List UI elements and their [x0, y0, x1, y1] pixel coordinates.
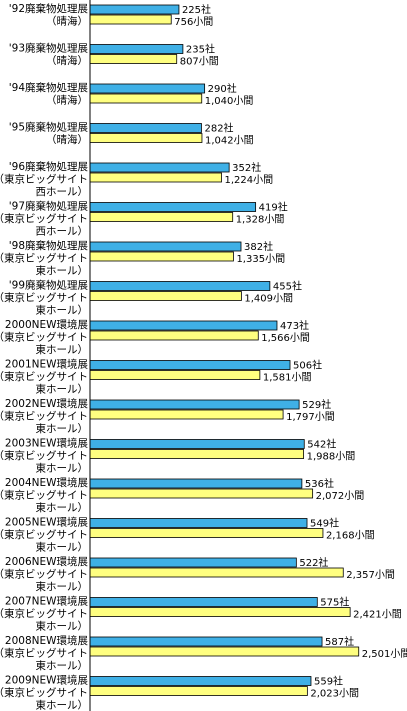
value-label-booths: 1,335小間 [236, 253, 285, 265]
value-label-companies: 506社 [293, 359, 322, 372]
category-label: 2005NEW環境展（東京ビッグサイト東ホール） [0, 516, 88, 554]
value-label-booths: 1,988小間 [307, 451, 356, 463]
bar-booths [89, 646, 360, 657]
value-label-companies: 290社 [208, 82, 237, 95]
category-label: '99廃棄物処理展（東京ビッグサイト東ホール） [0, 279, 88, 317]
value-label-booths: 756小間 [174, 16, 213, 28]
bar-companies [89, 162, 230, 173]
bar-companies [89, 557, 297, 568]
value-label-companies: 473社 [280, 319, 309, 332]
category-label: 2000NEW環境展（東京ビッグサイト東ホール） [0, 318, 88, 356]
value-label-companies: 587社 [325, 635, 354, 648]
value-label-companies: 455社 [273, 280, 302, 293]
bar-companies [89, 478, 303, 489]
bar-companies [89, 676, 312, 686]
category-label: '94廃棄物処理展（晴海） [9, 81, 89, 107]
bar-booths [89, 133, 203, 143]
bar-companies [89, 281, 271, 291]
bar-booths [89, 54, 178, 64]
bar-booths [89, 607, 351, 617]
bar-booths [89, 14, 172, 25]
bar-booths [89, 370, 261, 380]
bar-booths [89, 409, 284, 420]
value-label-booths: 2,023小間 [310, 688, 359, 700]
value-label-booths: 1,224小間 [225, 174, 274, 186]
value-label-booths: 2,168小間 [326, 530, 375, 542]
category-label: '97廃棄物処理展（東京ビッグサイト西ホール） [0, 200, 88, 238]
category-label: '95廃棄物処理展（晴海） [9, 121, 89, 147]
bar-companies [89, 4, 180, 15]
bar-companies [89, 202, 257, 212]
bar-companies [89, 241, 242, 252]
value-label-companies: 559社 [314, 675, 343, 688]
value-label-booths: 2,501小間 [362, 648, 407, 660]
bar-booths [89, 251, 234, 262]
bar-booths [89, 172, 222, 183]
bar-booths [89, 212, 234, 222]
bar-booths [89, 330, 259, 341]
category-label: '96廃棄物処理展（東京ビッグサイト西ホール） [0, 160, 88, 198]
value-label-companies: 225社 [182, 3, 211, 16]
bar-booths [89, 291, 242, 301]
value-label-companies: 549社 [310, 517, 339, 530]
bar-companies [89, 83, 206, 94]
value-label-booths: 2,421小間 [353, 609, 402, 621]
value-label-booths: 1,581小間 [263, 372, 312, 384]
value-label-companies: 419社 [259, 201, 288, 214]
bar-companies [89, 123, 202, 133]
bar-companies [89, 439, 305, 449]
bar-companies [89, 597, 318, 607]
value-label-companies: 542社 [307, 438, 336, 451]
value-label-booths: 1,797小間 [286, 411, 335, 423]
bar-companies [89, 320, 278, 331]
bar-booths [89, 567, 344, 578]
value-label-companies: 352社 [232, 161, 261, 174]
category-label: 2002NEW環境展（東京ビッグサイト東ホール） [0, 397, 88, 435]
value-label-booths: 2,357小間 [346, 569, 395, 581]
value-label-companies: 235社 [186, 43, 215, 56]
bar-booths [89, 686, 308, 696]
category-label: '98廃棄物処理展（東京ビッグサイト東ホール） [0, 239, 88, 277]
category-label: 2008NEW環境展（東京ビッグサイト東ホール） [0, 634, 88, 672]
value-label-booths: 1,328小間 [236, 214, 285, 226]
bar-companies [89, 518, 308, 528]
value-label-booths: 1,042小間 [205, 135, 254, 147]
value-label-companies: 575社 [320, 596, 349, 609]
bar-companies [89, 44, 184, 54]
bar-companies [89, 399, 300, 410]
value-label-booths: 807小間 [180, 56, 219, 68]
bar-booths [89, 449, 305, 459]
value-label-booths: 1,409小間 [244, 293, 293, 305]
value-label-companies: 536社 [305, 477, 334, 490]
value-label-companies: 529社 [302, 398, 331, 411]
bar-companies [89, 636, 323, 647]
value-label-booths: 2,072小間 [316, 490, 365, 502]
category-label: 2004NEW環境展（東京ビッグサイト東ホール） [0, 476, 88, 514]
bar-booths [89, 488, 314, 499]
value-label-companies: 522社 [299, 556, 328, 569]
value-label-companies: 382社 [244, 240, 273, 253]
category-label: '92廃棄物処理展（晴海） [9, 2, 89, 28]
category-label: 2009NEW環境展（東京ビッグサイト東ホール） [0, 674, 88, 711]
category-label: 2001NEW環境展（東京ビッグサイト東ホール） [0, 358, 88, 396]
bar-booths [89, 528, 324, 538]
bar-companies [89, 360, 291, 370]
value-label-companies: 282社 [204, 122, 233, 135]
category-label: '93廃棄物処理展（晴海） [9, 42, 89, 68]
category-label: 2006NEW環境展（東京ビッグサイト東ホール） [0, 555, 88, 593]
bar-booths [89, 93, 203, 104]
value-label-booths: 1,040小間 [205, 95, 254, 107]
category-label: 2003NEW環境展（東京ビッグサイト東ホール） [0, 437, 88, 475]
category-label: 2007NEW環境展（東京ビッグサイト東ホール） [0, 595, 88, 633]
value-label-booths: 1,566小間 [261, 332, 310, 344]
